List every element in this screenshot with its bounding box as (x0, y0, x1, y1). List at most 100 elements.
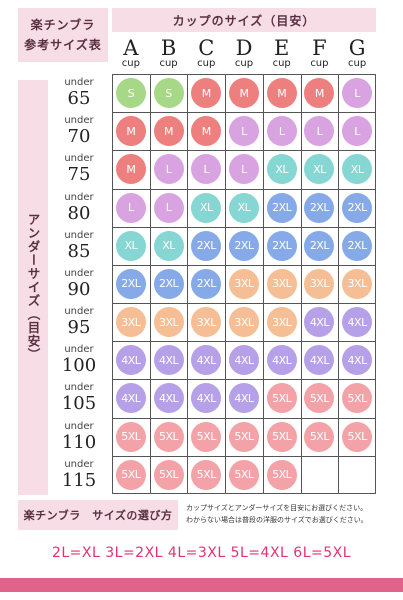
size-badge: 5XL (228, 459, 259, 490)
size-cell: L (338, 74, 376, 112)
under-prefix: under (64, 458, 94, 470)
size-badge: 4XL (191, 383, 222, 414)
size-badge: M (304, 78, 335, 108)
size-cell: 5XL (187, 456, 225, 494)
cup-letter: D (235, 36, 253, 60)
size-badge: 3XL (304, 268, 335, 299)
size-cell: 3XL (263, 303, 301, 341)
size-badge: 2XL (266, 192, 297, 223)
size-badge: M (228, 78, 259, 108)
size-badge: 5XL (266, 459, 297, 490)
size-conversion-text: 2L=XL 3L=2XL 4L=3XL 5L=4XL 6L=5XL (51, 545, 352, 561)
under-size-105: under 105 (50, 379, 108, 417)
grid-horizontal-line (112, 379, 376, 381)
size-badge: 2XL (304, 192, 335, 223)
under-value: 85 (67, 240, 91, 262)
under-prefix: under (64, 382, 94, 394)
under-value: 105 (61, 393, 97, 415)
size-cell: 2XL (150, 265, 188, 303)
grid-horizontal-line (112, 455, 376, 457)
grid-vertical-line (187, 74, 189, 494)
size-badge: 4XL (115, 345, 146, 376)
size-badge: M (115, 154, 146, 185)
size-cell: 2XL (338, 189, 376, 227)
size-badge: 3XL (191, 307, 222, 338)
size-cell: 5XL (301, 379, 339, 417)
size-cell (338, 456, 376, 494)
size-badge: 5XL (228, 421, 259, 452)
size-badge: L (115, 192, 146, 223)
size-badge: 5XL (115, 421, 146, 452)
size-cell: XL (187, 189, 225, 227)
size-cell: M (301, 74, 339, 112)
under-prefix: under (64, 77, 94, 88)
size-badge: 3XL (228, 307, 259, 338)
size-badge: L (228, 154, 259, 185)
under-value: 65 (67, 88, 91, 109)
under-value: 115 (61, 469, 97, 491)
under-value: 100 (61, 355, 97, 377)
size-cell: 4XL (301, 303, 339, 341)
size-cell: 2XL (112, 265, 150, 303)
size-badge: L (153, 192, 184, 223)
under-prefix: under (64, 191, 94, 203)
under-value: 80 (67, 202, 91, 224)
under-value: 75 (67, 164, 91, 186)
size-cell: L (150, 189, 188, 227)
size-badge: 5XL (342, 421, 373, 452)
size-cell: 4XL (112, 341, 150, 379)
under-size-85: under 85 (50, 227, 108, 265)
size-cell: 3XL (225, 303, 263, 341)
size-badge: 5XL (115, 459, 146, 490)
size-cell: 5XL (150, 418, 188, 456)
size-cell: 4XL (112, 379, 150, 417)
size-cell: XL (338, 150, 376, 188)
size-badge: 2XL (228, 230, 259, 261)
size-badge: 4XL (304, 345, 335, 376)
size-cell: 5XL (263, 418, 301, 456)
under-size-90: under 90 (50, 265, 108, 303)
size-cell: L (150, 150, 188, 188)
size-badge: 4XL (115, 383, 146, 414)
under-prefix: under (64, 344, 94, 356)
size-cell: 4XL (225, 341, 263, 379)
how-to-choose-note: カップサイズとアンダーサイズを目安にお選びください。 わからない場合は普段の洋服… (186, 502, 386, 530)
size-badge: 5XL (191, 421, 222, 452)
size-cell: 3XL (263, 265, 301, 303)
under-size-110: under 110 (50, 418, 108, 456)
cup-suffix: cup (197, 58, 216, 69)
how-to-choose-label: 楽チンブラ サイズの選び方 (18, 500, 178, 530)
under-size-115: under 115 (50, 456, 108, 494)
under-size-70: under 70 (50, 112, 108, 150)
size-badge: M (191, 78, 222, 108)
cup-letter: E (274, 36, 290, 60)
size-cell: 2XL (187, 265, 225, 303)
size-cell: M (263, 74, 301, 112)
size-cell: M (112, 150, 150, 188)
size-badge: 2XL (304, 230, 335, 261)
note-line-1: カップサイズとアンダーサイズを目安にお選びください。 (186, 504, 368, 512)
size-badge: L (304, 116, 335, 147)
cup-letter: B (160, 36, 177, 60)
size-badge: XL (266, 154, 297, 185)
size-cell: 2XL (301, 189, 339, 227)
size-badge: XL (342, 154, 373, 185)
size-cell: XL (263, 150, 301, 188)
size-cell: 4XL (150, 379, 188, 417)
cup-letter: A (123, 36, 139, 60)
size-badge: XL (115, 230, 146, 261)
size-cell: XL (112, 227, 150, 265)
cup-suffix: cup (121, 58, 140, 69)
size-cell: 3XL (338, 265, 376, 303)
size-badge: S (115, 78, 146, 108)
size-cell: M (112, 112, 150, 150)
grid-horizontal-line (112, 417, 376, 419)
size-cell: 5XL (263, 456, 301, 494)
grid-horizontal-line (112, 303, 376, 305)
size-badge: 2XL (191, 268, 222, 299)
size-cell: 2XL (338, 227, 376, 265)
chart-title-line-2: 参考サイズ表 (24, 38, 102, 52)
